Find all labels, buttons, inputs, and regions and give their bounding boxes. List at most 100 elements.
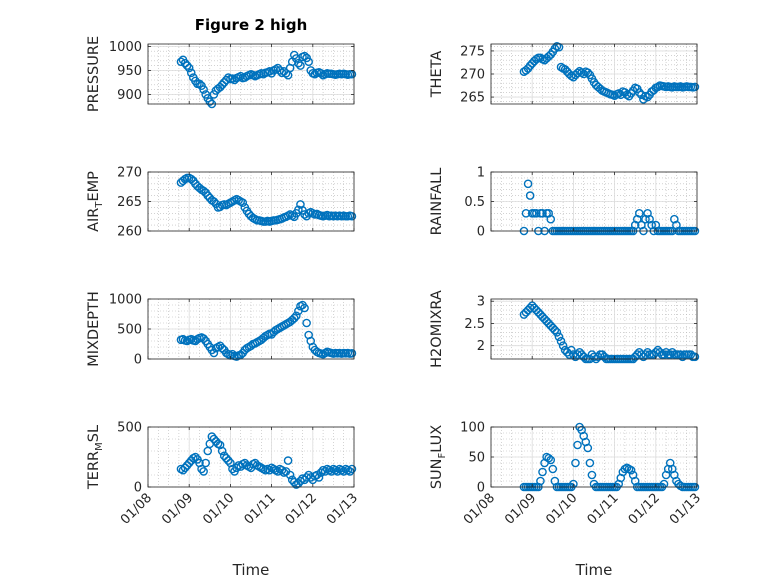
- data-point: [186, 68, 196, 78]
- subplot-4: 0 0.5 1 RAINFALL: [429, 166, 700, 240]
- data-series: [176, 300, 357, 361]
- data-series: [176, 432, 357, 489]
- data-point: [327, 467, 336, 476]
- subplot-5: 0 500 1000 MIXDEPTH: [86, 291, 357, 368]
- axes-frame: [147, 43, 355, 105]
- data-point: [320, 467, 330, 476]
- data-point: [184, 63, 194, 73]
- data-point: [236, 71, 245, 81]
- data-point: [294, 205, 303, 215]
- data-point: [554, 332, 564, 342]
- data-point: [289, 477, 299, 487]
- y-axis-label: THETA: [429, 51, 445, 99]
- data-point: [686, 350, 696, 359]
- data-point: [523, 179, 533, 189]
- data-point: [217, 446, 227, 456]
- subplot-2: 265 270 275 THETA: [429, 42, 700, 106]
- x-tick-label: 01/10: [543, 491, 580, 528]
- y-tick-label: 2: [477, 339, 485, 354]
- subplot-8: 0 50 100 SUNFLUX 01/08 01/09 01/10 01/11 01/12 01…: [429, 421, 704, 580]
- data-point: [221, 75, 231, 85]
- x-tick-label: 01/11: [242, 491, 279, 528]
- data-point: [659, 350, 669, 359]
- y-tick-label: 100: [460, 421, 485, 436]
- y-tick-label: 1000: [109, 40, 142, 55]
- data-point: [345, 467, 355, 476]
- y-tick-label: 50: [468, 451, 485, 466]
- data-point: [521, 208, 531, 218]
- data-point: [201, 458, 210, 468]
- data-point: [635, 208, 644, 218]
- data-point: [347, 348, 357, 358]
- y-axis-label: H2OMIXRA: [429, 290, 445, 368]
- y-axis-label: TERRMSL: [86, 425, 105, 490]
- data-point: [659, 479, 669, 489]
- data-point: [573, 68, 582, 78]
- data-point: [569, 479, 578, 489]
- data-point: [538, 467, 547, 477]
- data-point: [277, 465, 287, 475]
- data-point: [292, 54, 301, 63]
- data-point: [556, 62, 566, 72]
- data-point: [532, 208, 541, 218]
- data-point: [283, 456, 293, 465]
- data-point: [205, 97, 215, 106]
- data-point: [573, 440, 582, 450]
- data-point: [285, 470, 295, 480]
- y-tick-label: 1000: [109, 293, 142, 308]
- data-point: [228, 464, 237, 474]
- data-point: [585, 458, 595, 468]
- data-point: [300, 303, 309, 313]
- data-point: [238, 198, 248, 207]
- data-series: [176, 50, 357, 109]
- data-point: [622, 90, 632, 100]
- subplot-6: 2 2.5 3 H2OMIXRA: [429, 290, 700, 368]
- data-point: [546, 214, 556, 224]
- axes-frame: [147, 426, 355, 488]
- y-tick-label: 0: [134, 481, 142, 496]
- data-point: [273, 467, 283, 476]
- data-point: [550, 44, 560, 53]
- data-point: [228, 74, 237, 83]
- y-tick-label: 500: [117, 323, 142, 338]
- data-point: [199, 334, 208, 343]
- data-point: [641, 350, 650, 359]
- y-axis-label: AIRTEMP: [86, 171, 105, 232]
- x-tick-label: 01/13: [667, 491, 704, 528]
- y-axis-label: RAINFALL: [429, 168, 445, 236]
- x-axis-label: Time: [232, 561, 270, 579]
- subplot-1: 900 950 1000 PRESSURE: [86, 36, 357, 112]
- y-tick-label: 265: [117, 195, 142, 210]
- data-point: [536, 476, 545, 486]
- y-tick-label: 270: [117, 166, 142, 181]
- data-point: [182, 61, 192, 70]
- subplot-7: 0 500 TERRMSL 01/08 01/09 01/10 01/11 01/12 01/1…: [86, 421, 361, 580]
- data-point: [347, 464, 357, 474]
- data-point: [292, 311, 301, 321]
- y-tick-label: 265: [460, 91, 485, 106]
- x-tick-label: 01/10: [200, 491, 237, 528]
- data-point: [655, 348, 665, 357]
- data-point: [195, 79, 204, 89]
- x-tick-label: 01/12: [283, 491, 320, 528]
- data-point: [550, 325, 560, 335]
- data-point: [583, 68, 593, 77]
- data-point: [538, 208, 547, 218]
- data-point: [552, 328, 562, 337]
- data-point: [610, 91, 619, 100]
- data-series: [176, 173, 357, 226]
- subplot-3: 260 265 270 AIRTEMP: [86, 166, 357, 240]
- data-point: [232, 463, 241, 473]
- data-point: [316, 468, 326, 477]
- data-point: [525, 191, 535, 200]
- data-point: [544, 453, 553, 463]
- y-tick-label: 3: [477, 295, 485, 310]
- data-point: [310, 69, 320, 79]
- data-point: [281, 68, 291, 78]
- data-point: [300, 51, 309, 61]
- data-point: [567, 345, 576, 355]
- data-point: [265, 465, 274, 475]
- data-point: [587, 470, 597, 480]
- data-point: [199, 467, 208, 476]
